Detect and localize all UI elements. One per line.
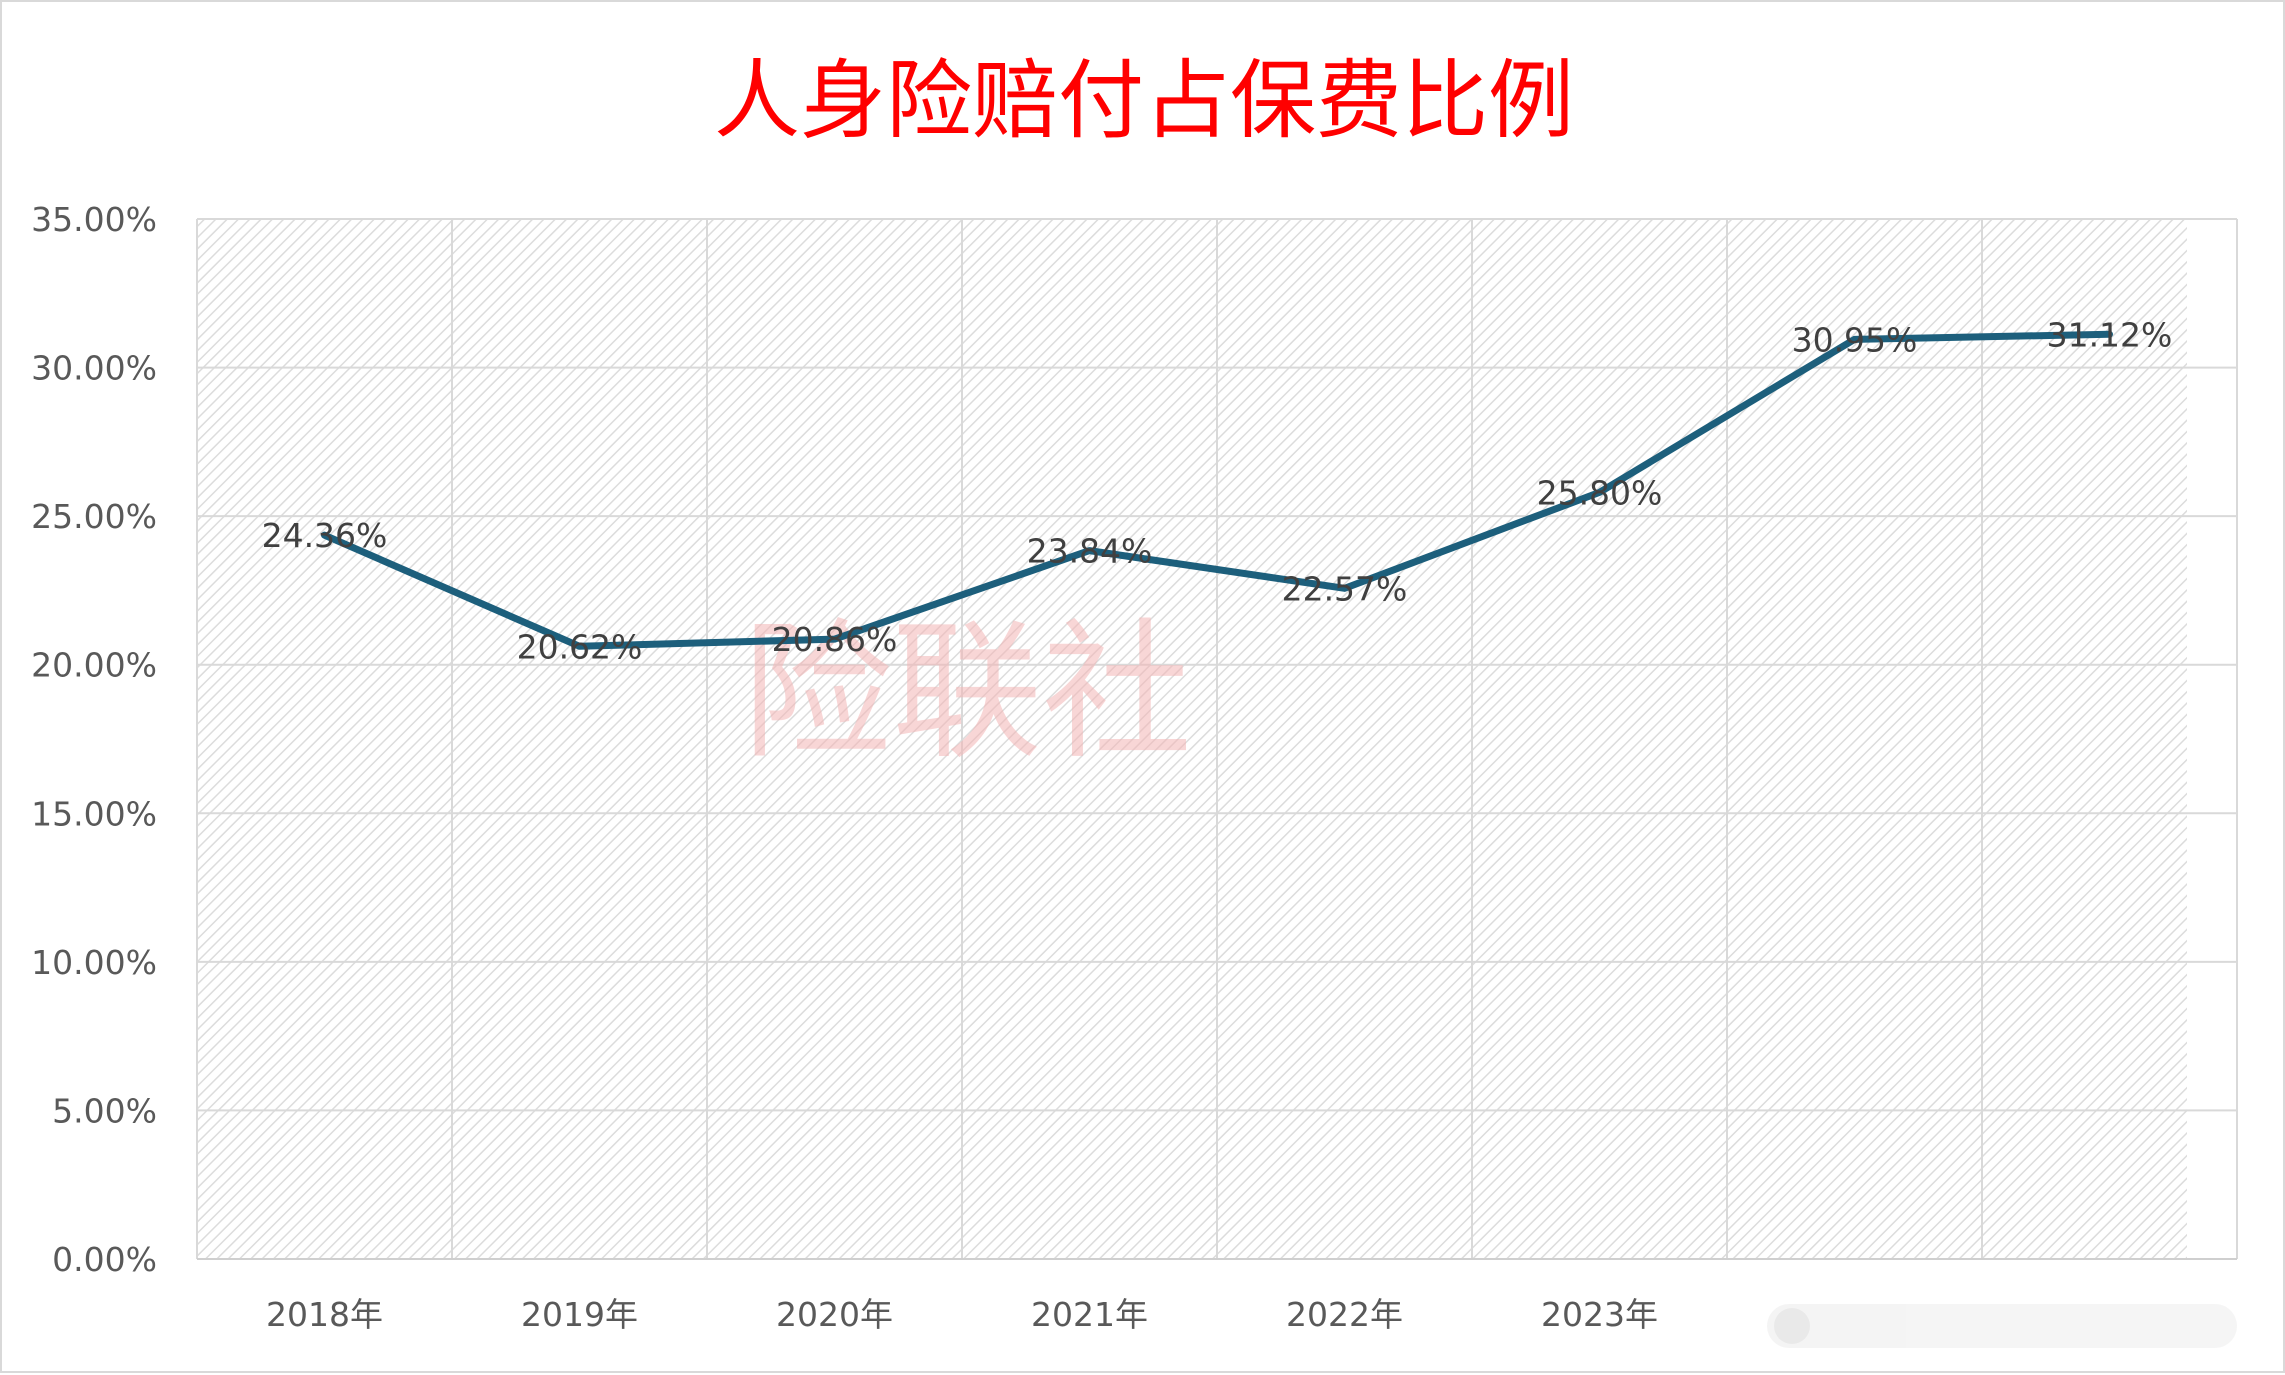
x-axis-tick-labels: 2018年 2019年 2020年 2021年 2022年 2023年 bbox=[266, 1295, 1658, 1334]
y-tick-label: 30.00% bbox=[31, 349, 157, 388]
plot-area bbox=[197, 219, 2187, 1259]
x-tick-label: 2021年 bbox=[1031, 1295, 1148, 1334]
series-line-group bbox=[321, 330, 2113, 650]
y-tick-label: 15.00% bbox=[31, 794, 157, 833]
data-label: 22.57% bbox=[1282, 569, 1408, 608]
y-tick-label: 35.00% bbox=[31, 200, 157, 239]
chart-title: 人身险赔付占保费比例 bbox=[714, 51, 1574, 151]
data-label: 24.36% bbox=[262, 516, 388, 555]
data-label: 20.86% bbox=[772, 620, 898, 659]
watermark: 险联社 bbox=[742, 606, 1192, 780]
x-tick-label: 2022年 bbox=[1286, 1295, 1403, 1334]
grid-lines bbox=[196, 218, 2238, 1260]
corner-logo-decoration bbox=[1767, 1304, 2237, 1348]
x-tick-label: 2019年 bbox=[521, 1295, 638, 1334]
x-tick-label: 2023年 bbox=[1541, 1295, 1658, 1334]
x-tick-label: 2020年 bbox=[776, 1295, 893, 1334]
data-labels: 24.36% 20.62% 20.86% 23.84% 22.57% 25.80% 30.9… bbox=[262, 315, 2173, 666]
data-label: 31.12% bbox=[2047, 315, 2173, 354]
y-axis-tick-labels: 0.00% 5.00% 10.00% 15.00% 20.00% 25.00% 30.00%… bbox=[31, 200, 157, 1279]
data-label: 23.84% bbox=[1027, 532, 1153, 571]
data-label: 30.95% bbox=[1792, 320, 1918, 359]
data-label: 25.80% bbox=[1537, 473, 1663, 512]
y-tick-label: 20.00% bbox=[31, 646, 157, 685]
y-tick-label: 25.00% bbox=[31, 497, 157, 536]
series-line bbox=[321, 330, 2113, 650]
data-label: 20.62% bbox=[517, 627, 643, 666]
y-tick-label: 0.00% bbox=[52, 1240, 157, 1279]
y-tick-label: 10.00% bbox=[31, 943, 157, 982]
x-tick-label: 2018年 bbox=[266, 1295, 383, 1334]
y-tick-label: 5.00% bbox=[52, 1091, 157, 1130]
